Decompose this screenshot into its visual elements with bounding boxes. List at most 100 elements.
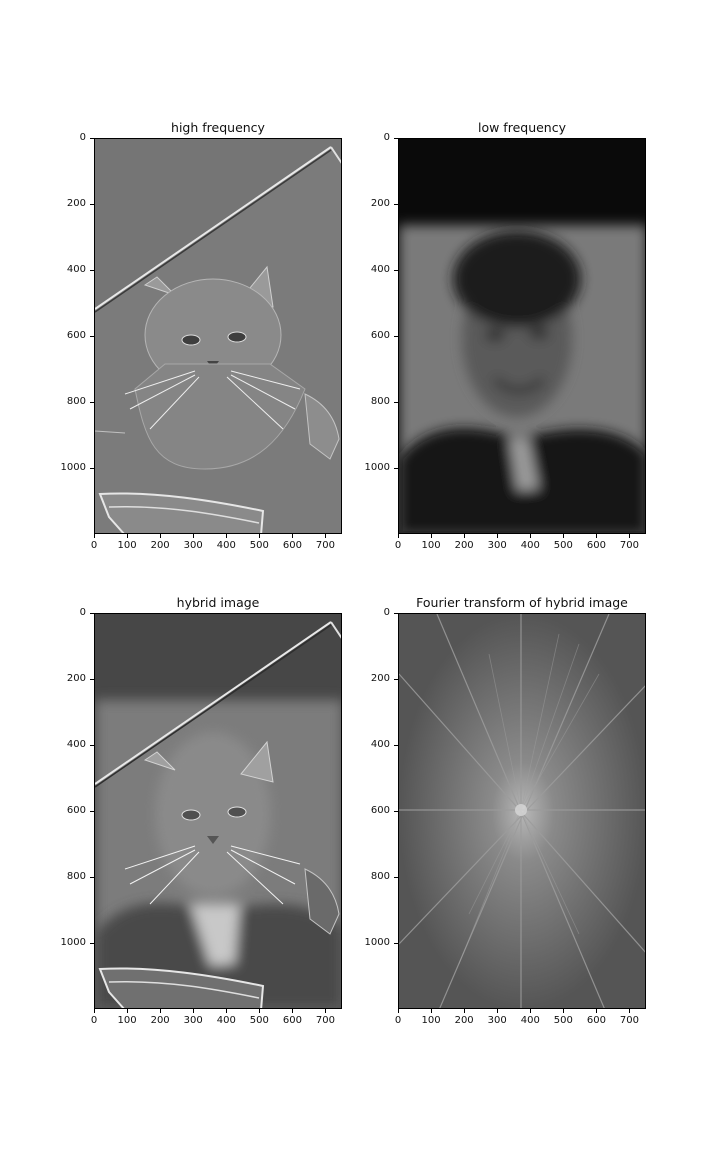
x-tick-mark (259, 1009, 261, 1013)
y-tick-label: 400 (370, 739, 390, 750)
x-tick-mark (563, 534, 565, 538)
x-tick-mark (127, 534, 129, 538)
x-tick-label: 700 (619, 540, 639, 551)
x-tick-label: 100 (117, 1015, 137, 1026)
y-tick-label: 1000 (60, 462, 86, 473)
x-tick-mark (94, 1009, 95, 1013)
y-tick-mark (90, 468, 94, 469)
hybrid-image-art (95, 614, 341, 1008)
x-tick-label: 400 (216, 1015, 236, 1026)
y-tick-mark (90, 745, 94, 746)
y-tick-label: 400 (66, 739, 86, 750)
y-tick-label: 600 (370, 805, 390, 816)
y-tick-mark (90, 943, 94, 944)
y-tick-mark (394, 877, 398, 878)
x-tick-mark (596, 1009, 598, 1013)
image-low-frequency (398, 138, 646, 534)
x-tick-label: 600 (282, 540, 302, 551)
x-tick-label: 500 (553, 540, 573, 551)
panel-fourier-transform: Fourier transform of hybrid image (398, 595, 646, 1009)
x-tick-mark (464, 1009, 466, 1013)
x-tick-label: 300 (183, 540, 203, 551)
x-tick-mark (292, 1009, 294, 1013)
y-tick-label: 800 (370, 871, 390, 882)
y-tick-mark (394, 613, 398, 614)
x-tick-label: 200 (454, 540, 474, 551)
x-tick-mark (193, 1009, 195, 1013)
x-tick-mark (464, 534, 466, 538)
y-tick-mark (90, 204, 94, 205)
x-tick-mark (530, 1009, 532, 1013)
x-tick-mark (530, 534, 532, 538)
x-tick-mark (629, 1009, 631, 1013)
x-tick-label: 400 (216, 540, 236, 551)
x-tick-mark (226, 534, 228, 538)
y-tick-label: 0 (79, 607, 86, 618)
y-tick-mark (394, 745, 398, 746)
x-tick-label: 0 (394, 1015, 402, 1026)
y-tick-mark (90, 613, 94, 614)
y-tick-mark (90, 877, 94, 878)
x-tick-mark (193, 534, 195, 538)
y-tick-label: 1000 (364, 937, 390, 948)
y-tick-mark (90, 270, 94, 271)
y-tick-mark (90, 402, 94, 403)
x-tick-label: 300 (183, 1015, 203, 1026)
y-tick-label: 600 (370, 330, 390, 341)
y-tick-label: 0 (79, 132, 86, 143)
y-tick-label: 200 (370, 198, 390, 209)
x-tick-label: 300 (487, 1015, 507, 1026)
y-tick-label: 200 (66, 673, 86, 684)
x-tick-mark (127, 1009, 129, 1013)
low-frequency-image-art (399, 139, 645, 533)
x-tick-label: 500 (249, 1015, 269, 1026)
image-fourier-transform (398, 613, 646, 1009)
y-tick-mark (394, 468, 398, 469)
y-tick-label: 200 (66, 198, 86, 209)
x-tick-mark (160, 1009, 162, 1013)
x-tick-mark (292, 534, 294, 538)
x-tick-label: 200 (150, 540, 170, 551)
x-tick-mark (431, 1009, 433, 1013)
x-tick-mark (629, 534, 631, 538)
y-tick-label: 1000 (364, 462, 390, 473)
y-tick-mark (394, 138, 398, 139)
x-tick-mark (398, 1009, 399, 1013)
panel-title: high frequency (171, 120, 265, 135)
y-tick-mark (90, 138, 94, 139)
x-tick-mark (160, 534, 162, 538)
x-tick-label: 400 (520, 540, 540, 551)
x-tick-mark (398, 534, 399, 538)
y-tick-mark (394, 679, 398, 680)
x-tick-mark (497, 534, 499, 538)
x-tick-mark (596, 534, 598, 538)
panel-low-frequency: low frequency (398, 120, 646, 534)
y-tick-mark (90, 336, 94, 337)
panel-high-frequency: high frequency (94, 120, 342, 534)
x-tick-mark (325, 534, 327, 538)
x-tick-label: 0 (90, 540, 98, 551)
x-tick-label: 600 (586, 540, 606, 551)
x-tick-label: 300 (487, 540, 507, 551)
x-tick-label: 200 (150, 1015, 170, 1026)
y-tick-label: 400 (370, 264, 390, 275)
y-tick-label: 600 (66, 805, 86, 816)
image-hybrid (94, 613, 342, 1009)
x-tick-label: 400 (520, 1015, 540, 1026)
panel-title: low frequency (477, 120, 566, 135)
x-tick-mark (563, 1009, 565, 1013)
y-tick-mark (394, 204, 398, 205)
fourier-spectrum-art (399, 614, 645, 1008)
x-tick-mark (431, 534, 433, 538)
x-tick-label: 0 (90, 1015, 98, 1026)
x-tick-label: 100 (117, 540, 137, 551)
panel-hybrid-image: hybrid image (94, 595, 342, 1009)
panel-title: hybrid image (176, 595, 260, 610)
x-tick-label: 500 (249, 540, 269, 551)
y-tick-label: 0 (383, 607, 390, 618)
y-tick-label: 600 (66, 330, 86, 341)
y-tick-label: 1000 (60, 937, 86, 948)
x-tick-mark (497, 1009, 499, 1013)
x-tick-label: 600 (586, 1015, 606, 1026)
y-tick-label: 400 (66, 264, 86, 275)
